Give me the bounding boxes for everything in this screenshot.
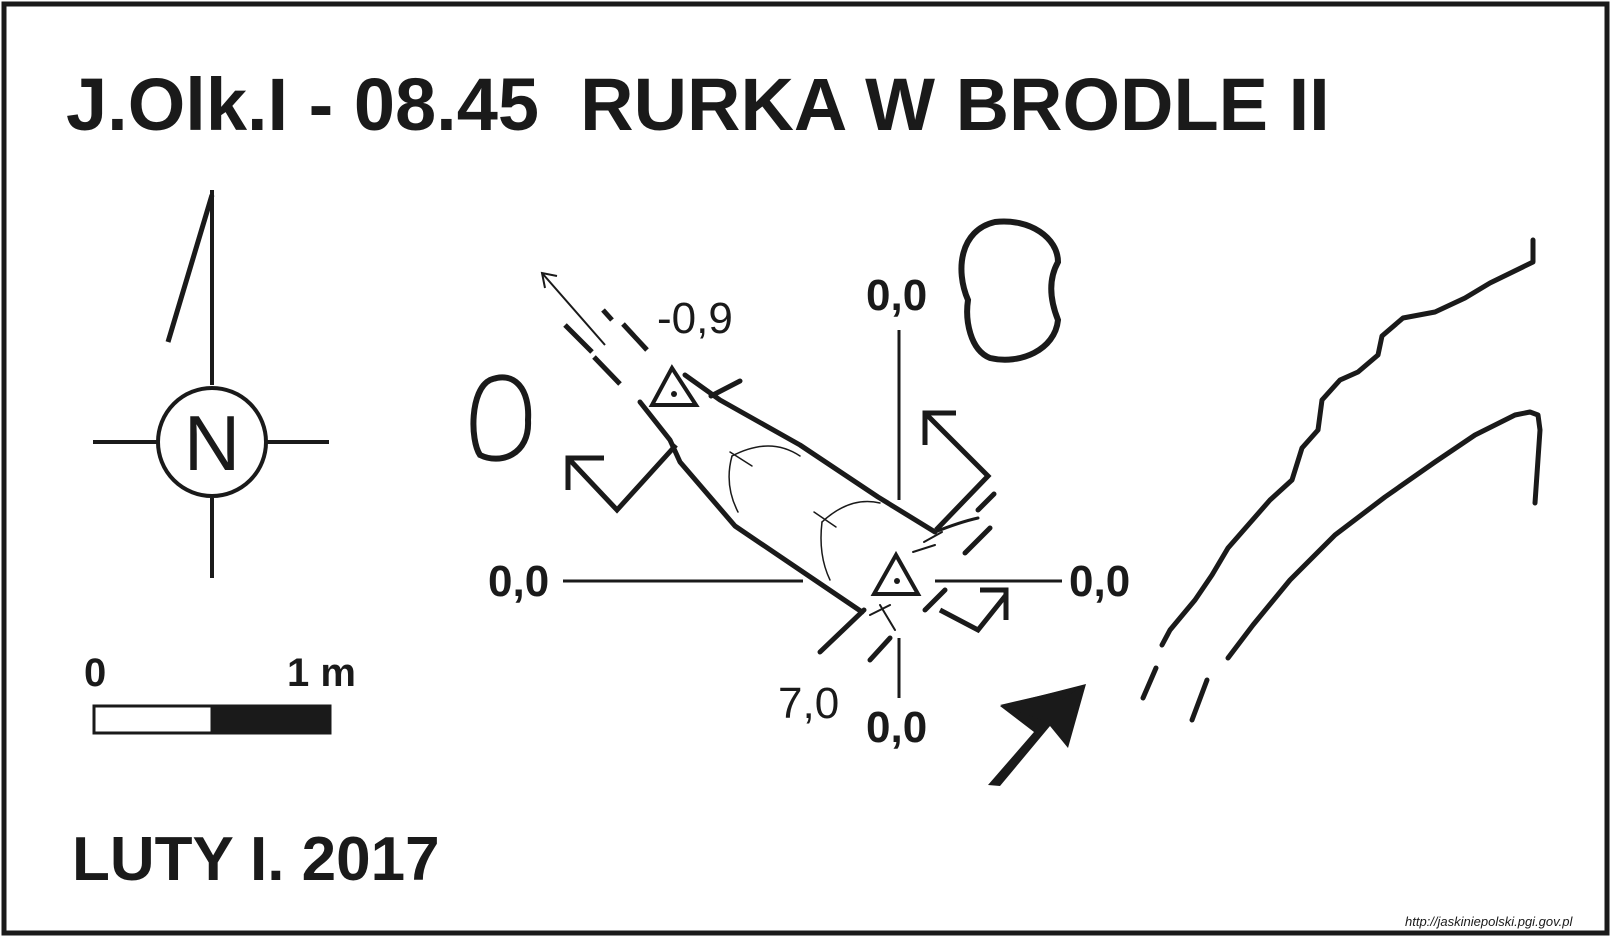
section-label-top: 0,0 xyxy=(866,271,927,320)
source-url: http://jaskiniepolski.pgi.gov.pl xyxy=(1405,914,1574,929)
survey-date: LUTY I. 2017 xyxy=(72,825,440,894)
entrance-direction-arrow-icon xyxy=(988,684,1086,786)
section-label-right: 0,0 xyxy=(1069,557,1130,606)
section-arrow-left xyxy=(565,443,678,514)
rock-outline-left xyxy=(470,374,532,462)
continuation-arrow-nw xyxy=(540,271,649,386)
entrance-marker-left xyxy=(648,364,700,407)
section-arrow-right xyxy=(938,587,1009,634)
scale-end-label: 1 m xyxy=(287,651,356,695)
cave-passage-outline xyxy=(637,372,980,631)
map-title: J.Olk.I - 08.45 RURKA W BRODLE II xyxy=(66,63,1330,146)
north-arrow-compass-icon xyxy=(93,190,329,578)
continuation-dashes-se xyxy=(817,491,997,663)
depth-label-left-entrance: -0,9 xyxy=(657,294,733,343)
section-arrow-top xyxy=(922,410,992,532)
rock-outline-top xyxy=(958,218,1062,363)
scale-bar xyxy=(92,704,332,735)
rock-wall-outline xyxy=(1140,237,1543,723)
scale-start-label: 0 xyxy=(84,651,106,695)
depth-label-right-entrance: 7,0 xyxy=(778,679,839,728)
section-label-left: 0,0 xyxy=(488,557,549,606)
compass-north-letter: N xyxy=(184,399,240,487)
section-label-bottom: 0,0 xyxy=(866,703,927,752)
entrance-marker-right xyxy=(870,550,922,596)
